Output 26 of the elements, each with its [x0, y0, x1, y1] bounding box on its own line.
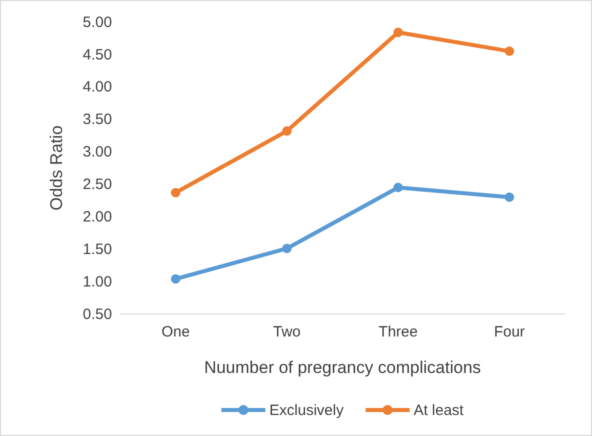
y-axis-title: Odds Ratio — [47, 125, 66, 211]
legend-label: At least — [414, 402, 464, 419]
x-tick-label: One — [161, 324, 190, 341]
y-tick-label: 1.00 — [82, 273, 112, 290]
point — [282, 244, 292, 254]
x-tick-label: Four — [494, 324, 525, 341]
y-tick-label: 4.50 — [82, 46, 112, 64]
legend-label: Exclusively — [269, 402, 344, 419]
y-tick-label: 3.50 — [82, 111, 112, 128]
point — [282, 126, 292, 136]
point — [393, 182, 403, 192]
y-tick-label: 3.00 — [82, 144, 112, 161]
point — [504, 192, 514, 202]
y-tick-label: 4.00 — [82, 78, 112, 96]
y-tick-label: 2.50 — [82, 176, 112, 194]
x-axis-title: Nuumber of pregrancy complications — [204, 358, 481, 377]
x-tick-label: Three — [378, 324, 418, 341]
point — [170, 274, 180, 284]
x-tick-label: Two — [273, 324, 301, 341]
y-tick-label: 0.50 — [82, 306, 112, 323]
y-tick-label: 1.50 — [82, 240, 112, 258]
point — [170, 188, 180, 198]
y-tick-label: 2.00 — [82, 208, 112, 226]
y-tick-label: 5.00 — [82, 14, 112, 31]
point — [504, 46, 514, 56]
point — [393, 28, 403, 38]
